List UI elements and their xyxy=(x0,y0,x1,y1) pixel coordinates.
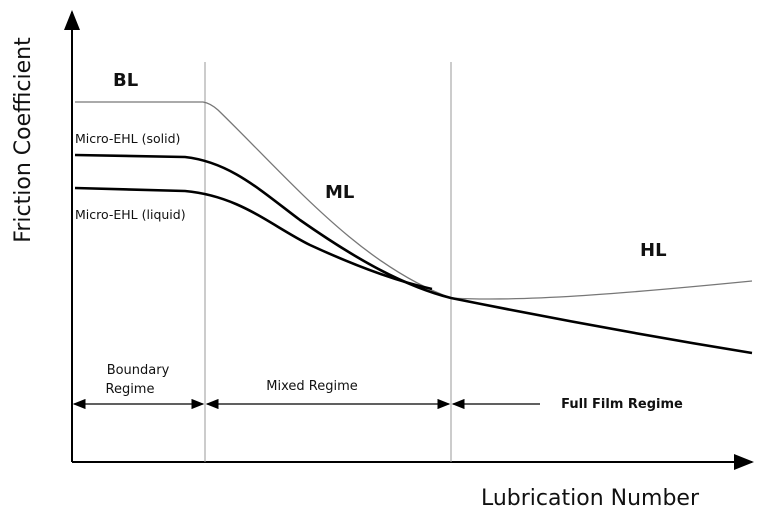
x-axis-label: Lubrication Number xyxy=(481,486,700,510)
region-label: HL xyxy=(640,240,667,261)
y-axis-label: Friction Coefficient xyxy=(11,37,36,243)
region-label: ML xyxy=(325,182,354,203)
regime-label: Full Film Regime xyxy=(561,397,683,412)
curve-label: Micro-EHL (liquid) xyxy=(75,207,186,222)
region-label: BL xyxy=(113,70,138,91)
liquid-curve xyxy=(74,186,433,291)
curve-label: Micro-EHL (solid) xyxy=(75,131,180,146)
regime-label: Regime xyxy=(106,382,155,397)
bl-curve xyxy=(75,101,753,300)
regime-label: Boundary xyxy=(107,363,170,378)
regime-label: Mixed Regime xyxy=(266,379,357,394)
